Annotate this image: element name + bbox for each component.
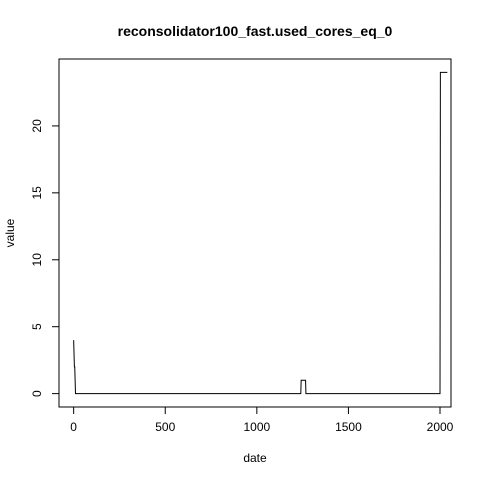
- x-tick-label: 1000: [243, 420, 270, 434]
- y-tick-label: 5: [30, 323, 44, 330]
- y-tick-label: 20: [30, 119, 44, 133]
- y-axis-label: value: [3, 218, 17, 247]
- x-tick-label: 500: [155, 420, 175, 434]
- y-tick-label: 0: [30, 390, 44, 397]
- x-tick-label: 2000: [427, 420, 454, 434]
- y-tick-label: 15: [30, 186, 44, 200]
- y-axis: 0 5 10 15 20: [30, 119, 60, 397]
- x-tick-label: 0: [70, 420, 77, 434]
- y-tick-label: 10: [30, 253, 44, 267]
- x-axis: 0 500 1000 1500 2000: [70, 406, 454, 434]
- x-axis-label: date: [243, 451, 267, 465]
- x-tick-label: 1500: [335, 420, 362, 434]
- series-line: [73, 71, 448, 395]
- plot-area-frame: [58, 58, 452, 408]
- chart-title: reconsolidator100_fast.used_cores_eq_0: [118, 23, 393, 39]
